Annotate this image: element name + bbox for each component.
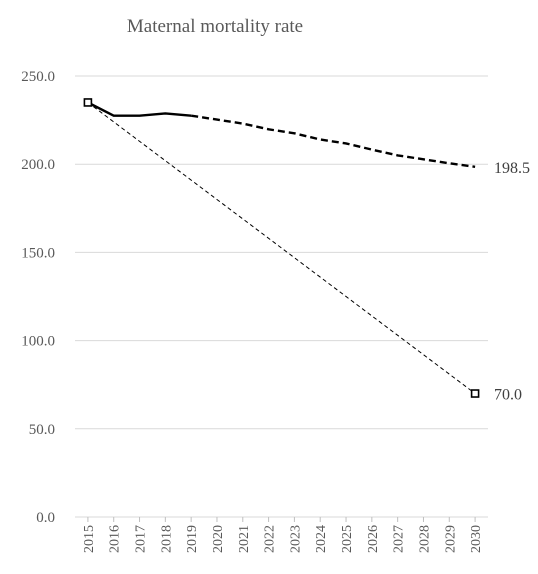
end-value-label: 70.0: [494, 387, 522, 404]
x-axis-ticks: 2015 2016 2017 2018 2019 2020 2021 2022 2023 2024…: [82, 517, 484, 553]
x-tick-label: 2026: [366, 525, 381, 553]
x-tick-label: 2028: [417, 525, 432, 553]
y-tick-label: 250.0: [21, 69, 55, 85]
end-labels: 198.5 70.0: [494, 160, 530, 404]
grid: [75, 75, 488, 518]
series-line-2: [191, 114, 476, 168]
series-line-3: [87, 102, 476, 394]
x-tick-label: 2022: [263, 525, 278, 553]
y-tick-label: 200.0: [21, 157, 55, 173]
x-tick-label: 2015: [82, 525, 97, 553]
marker-square: [470, 389, 480, 398]
x-tick-label: 2030: [469, 525, 484, 553]
marker-square: [83, 98, 93, 107]
x-tick-label: 2016: [108, 525, 123, 553]
y-tick-label: 100.0: [21, 334, 55, 350]
x-tick-label: 2017: [134, 525, 149, 553]
y-axis-ticks: 0.0 50.0 100.0 150.0 200.0 250.0: [21, 69, 55, 526]
x-tick-label: 2025: [340, 525, 355, 553]
x-tick-label: 2023: [288, 525, 303, 553]
x-tick-label: 2019: [185, 525, 200, 553]
chart-title: Maternal mortality rate: [127, 16, 303, 37]
series-line-1: [87, 101, 192, 117]
y-tick-label: 0.0: [36, 510, 55, 526]
series-group: [83, 98, 480, 398]
end-value-label: 198.5: [494, 160, 530, 177]
x-tick-label: 2029: [443, 525, 458, 553]
y-tick-label: 150.0: [21, 245, 55, 261]
x-tick-label: 2020: [211, 525, 226, 553]
y-tick-label: 50.0: [29, 422, 55, 438]
x-tick-label: 2024: [314, 525, 329, 553]
x-tick-label: 2018: [159, 525, 174, 553]
x-tick-label: 2021: [237, 525, 252, 553]
x-tick-label: 2027: [392, 525, 407, 553]
